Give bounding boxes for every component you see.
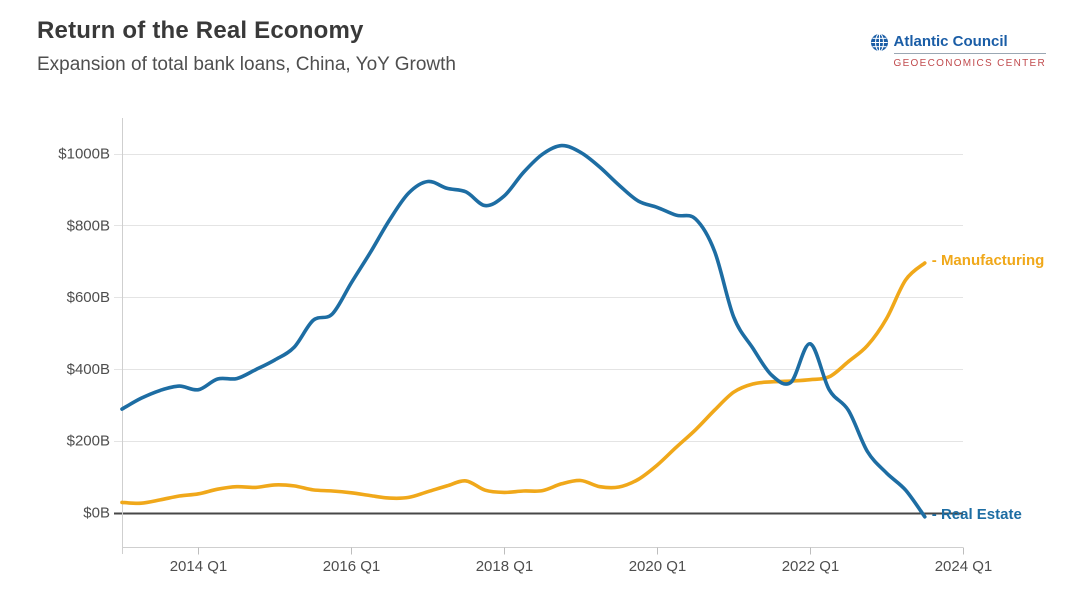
logo-org-name: Atlantic Council	[893, 33, 1008, 50]
series-line-real-estate	[120, 143, 927, 519]
callout-dash: -	[931, 251, 941, 269]
page-title: Return of the Real Economy	[37, 17, 364, 44]
globe-icon	[870, 33, 888, 52]
y-axis-label: $0B	[83, 505, 110, 522]
series-label-text: Real Estate	[940, 505, 1022, 523]
logo-divider	[893, 53, 1046, 54]
x-axis-label: 2020 Q1	[629, 558, 687, 575]
y-axis-label: $600B	[67, 289, 110, 306]
x-axis-label: 2024 Q1	[935, 558, 993, 575]
y-axis-label: $200B	[67, 433, 110, 450]
atlantic-council-logo: Atlantic Council GEOECONOMICS CENTER	[870, 33, 1046, 69]
series-label-text: Manufacturing	[940, 251, 1045, 269]
chart-header: Return of the Real Economy Expansion of …	[37, 17, 456, 76]
y-axis-label: $800B	[67, 217, 110, 234]
series-label-manufacturing: - Manufacturing	[932, 252, 1045, 269]
logo-center-name: GEOECONOMICS CENTER	[893, 58, 1046, 69]
series-line-manufacturing	[120, 261, 927, 506]
x-axis-label: 2018 Q1	[476, 558, 534, 575]
y-axis-label: $1000B	[58, 146, 110, 163]
callout-dash: -	[931, 505, 941, 523]
series-label-real-estate: - Real Estate	[932, 506, 1022, 523]
x-axis-label: 2022 Q1	[782, 558, 840, 575]
page-subtitle: Expansion of total bank loans, China, Yo…	[37, 54, 456, 75]
x-axis-label: 2014 Q1	[170, 558, 228, 575]
logo-text-block: Atlantic Council GEOECONOMICS CENTER	[893, 33, 1046, 69]
x-axis-label: 2016 Q1	[323, 558, 381, 575]
y-axis-label: $400B	[67, 361, 110, 378]
